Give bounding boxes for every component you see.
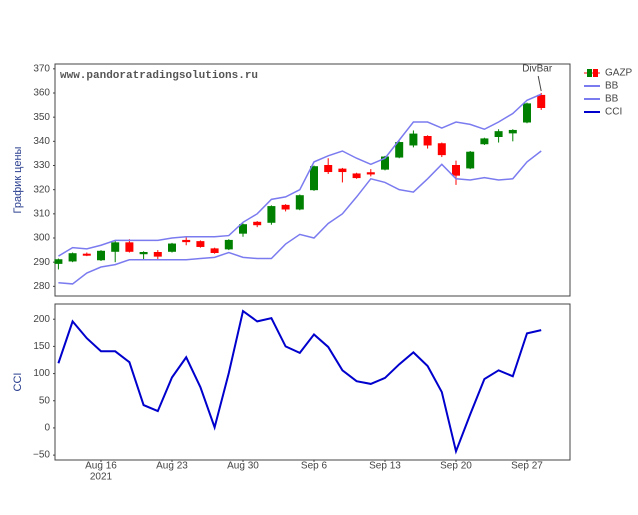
candle-body — [224, 239, 233, 250]
candle-body — [295, 195, 304, 210]
annotation: DivBar — [522, 64, 553, 75]
candle-body — [409, 133, 418, 146]
x-tick-label: Sep 20 — [440, 461, 472, 472]
y-tick-label: 0 — [44, 423, 50, 434]
candle-body — [196, 241, 205, 247]
y-tick-label: 200 — [33, 314, 50, 325]
candle-body — [82, 253, 91, 256]
candle-body — [153, 252, 162, 257]
y-tick-label: 340 — [33, 136, 50, 147]
legend-symbol — [587, 69, 592, 77]
annotation-arrow — [537, 75, 542, 92]
candle-body — [508, 129, 517, 134]
x-tick-year: 2021 — [90, 472, 113, 483]
candle-body — [139, 252, 148, 255]
y-tick-label: 370 — [33, 63, 50, 74]
legend-label: CCI — [605, 107, 622, 118]
candle-body — [523, 103, 531, 123]
candle-body — [210, 248, 219, 253]
y-tick-label: 100 — [33, 368, 50, 379]
candle-body — [97, 250, 105, 261]
candle-body — [324, 165, 333, 173]
y-tick-label: 330 — [33, 160, 50, 171]
y-tick-label: 320 — [33, 184, 50, 195]
candle-body — [437, 143, 446, 156]
candle-body — [366, 172, 375, 175]
legend-symbol — [593, 69, 598, 77]
candle-body — [281, 204, 290, 210]
price-frame — [54, 63, 571, 297]
candle-body — [168, 243, 176, 252]
x-tick-label: Sep 27 — [511, 461, 543, 472]
candle-body — [352, 173, 361, 179]
x-tick-label: Sep 13 — [369, 461, 401, 472]
legend-label: BB — [605, 94, 619, 105]
candle-body — [125, 242, 134, 252]
watermark: www.pandoratradingsolutions.ru — [60, 70, 258, 82]
x-tick-label: Aug 30 — [227, 461, 259, 472]
candle-body — [54, 259, 63, 264]
x-tick-label: Aug 16 — [85, 461, 117, 472]
y-tick-label: 360 — [33, 88, 50, 99]
y-tick-label: 150 — [33, 341, 50, 352]
y-axis-title: График цены — [12, 146, 24, 213]
x-tick-label: Aug 23 — [156, 461, 188, 472]
candle-body — [267, 206, 276, 223]
y-tick-label: 350 — [33, 112, 50, 123]
series-line — [57, 309, 542, 455]
candle-body — [494, 131, 503, 138]
candle-body — [253, 221, 262, 226]
candle-body — [423, 136, 432, 146]
candle-body — [310, 166, 318, 191]
candle-body — [111, 242, 120, 252]
candle-body — [480, 138, 489, 145]
candle-body — [239, 224, 247, 234]
candle-body — [395, 142, 404, 158]
legend-label: GAZP — [605, 68, 633, 79]
candle-body — [68, 253, 77, 262]
y-tick-label: 310 — [33, 208, 50, 219]
x-tick-label: Sep 6 — [301, 461, 328, 472]
candle-body — [466, 151, 475, 169]
y-tick-label: 50 — [39, 395, 51, 406]
y-tick-label: 290 — [33, 257, 50, 268]
y-tick-label: 280 — [33, 281, 50, 292]
series-line — [58, 150, 542, 285]
y-tick-label: 300 — [33, 233, 50, 244]
cci-frame — [54, 303, 571, 461]
legend-label: BB — [605, 81, 619, 92]
y-tick-label: −50 — [33, 450, 50, 461]
candle-body — [338, 168, 347, 173]
candle-body — [537, 94, 546, 108]
series-line — [58, 93, 542, 257]
y-axis-title: CCI — [12, 373, 24, 392]
candle-body — [452, 165, 460, 176]
candle-body — [182, 239, 191, 243]
